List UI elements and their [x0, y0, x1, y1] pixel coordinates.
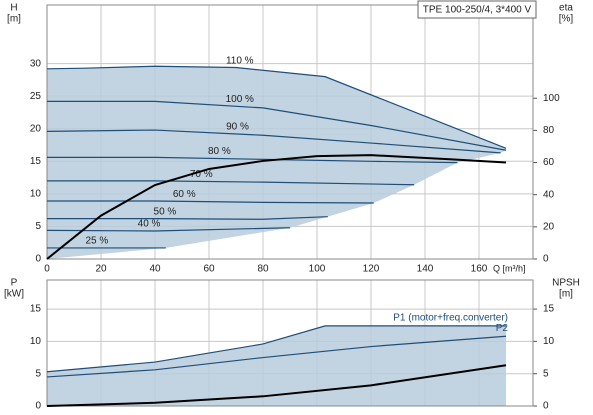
x-tick-label: 140	[417, 264, 434, 275]
curve	[46, 154, 507, 260]
curve-label: 60 %	[173, 189, 196, 200]
chart-title: TPE 100-250/4, 3*400 V	[423, 5, 532, 16]
curve	[46, 364, 507, 407]
curve	[46, 335, 507, 378]
y-tick-label: 5	[35, 368, 41, 379]
y2-tick-label: 100	[543, 93, 560, 104]
curve	[47, 216, 328, 220]
curve	[47, 180, 415, 186]
y2-tick-label: 5	[543, 368, 549, 379]
curve	[47, 156, 458, 164]
y2-tick-label: 15	[543, 304, 555, 315]
y-tick-label: 5	[35, 221, 41, 232]
y-tick-label: 0	[35, 401, 41, 412]
x-tick-label: 80	[257, 264, 269, 275]
y2-tick-label: 20	[543, 221, 555, 232]
x-tick-label: 120	[363, 264, 380, 275]
curve	[47, 100, 507, 151]
y2-label: NPSH	[552, 278, 580, 289]
y2-unit: [m]	[559, 289, 573, 300]
y2-label: eta	[559, 3, 573, 14]
curve-label: 110 %	[226, 56, 254, 67]
y2-tick-label: 40	[543, 189, 555, 200]
curve	[46, 129, 501, 154]
curve-label: 25 %	[85, 236, 108, 247]
x-tick-label: 40	[149, 264, 161, 275]
y-tick-label: 30	[30, 58, 42, 69]
curve	[46, 325, 506, 373]
x-label: Q [m³/h]	[493, 263, 526, 273]
x-tick-label: 100	[309, 264, 326, 275]
x-tick-label: 0	[44, 264, 50, 275]
title-box	[417, 0, 537, 19]
curve-label: 40 %	[138, 219, 161, 230]
plot-frame	[46, 4, 534, 260]
y-tick-label: 0	[35, 254, 41, 265]
y2-tick-label: 10	[543, 336, 555, 347]
curve-label: 90 %	[226, 122, 249, 133]
y-tick-label: 25	[30, 91, 42, 102]
y-unit: [m]	[7, 14, 21, 25]
y2-tick-label: 60	[543, 157, 555, 168]
y-label: P	[11, 278, 18, 289]
curve-label: P2	[496, 323, 509, 334]
curve-label: P1 (motor+freq.converter)	[393, 313, 508, 324]
curve-label: 100 %	[226, 94, 254, 105]
x-tick-label: 160	[471, 264, 488, 275]
x-tick-label: 60	[203, 264, 215, 275]
curve	[46, 65, 507, 149]
y-tick-label: 10	[30, 189, 42, 200]
operating-area	[47, 325, 506, 406]
plot-frame	[46, 279, 534, 407]
y-tick-label: 15	[30, 304, 42, 315]
y-tick-label: 10	[30, 336, 42, 347]
y-label: H	[10, 3, 17, 14]
curve-label: 80 %	[208, 146, 231, 157]
y-tick-label: 20	[30, 123, 42, 134]
y2-unit: [%]	[559, 14, 574, 25]
operating-area	[47, 66, 506, 259]
y2-tick-label: 0	[543, 254, 549, 265]
x-tick-label: 20	[95, 264, 107, 275]
curve-label: 50 %	[154, 206, 177, 217]
y2-tick-label: 80	[543, 125, 555, 136]
curve	[47, 200, 374, 204]
curve-label: 70 %	[190, 169, 213, 180]
y-tick-label: 15	[30, 156, 42, 167]
y2-tick-label: 0	[543, 401, 549, 412]
y-unit: [kW]	[4, 289, 24, 300]
